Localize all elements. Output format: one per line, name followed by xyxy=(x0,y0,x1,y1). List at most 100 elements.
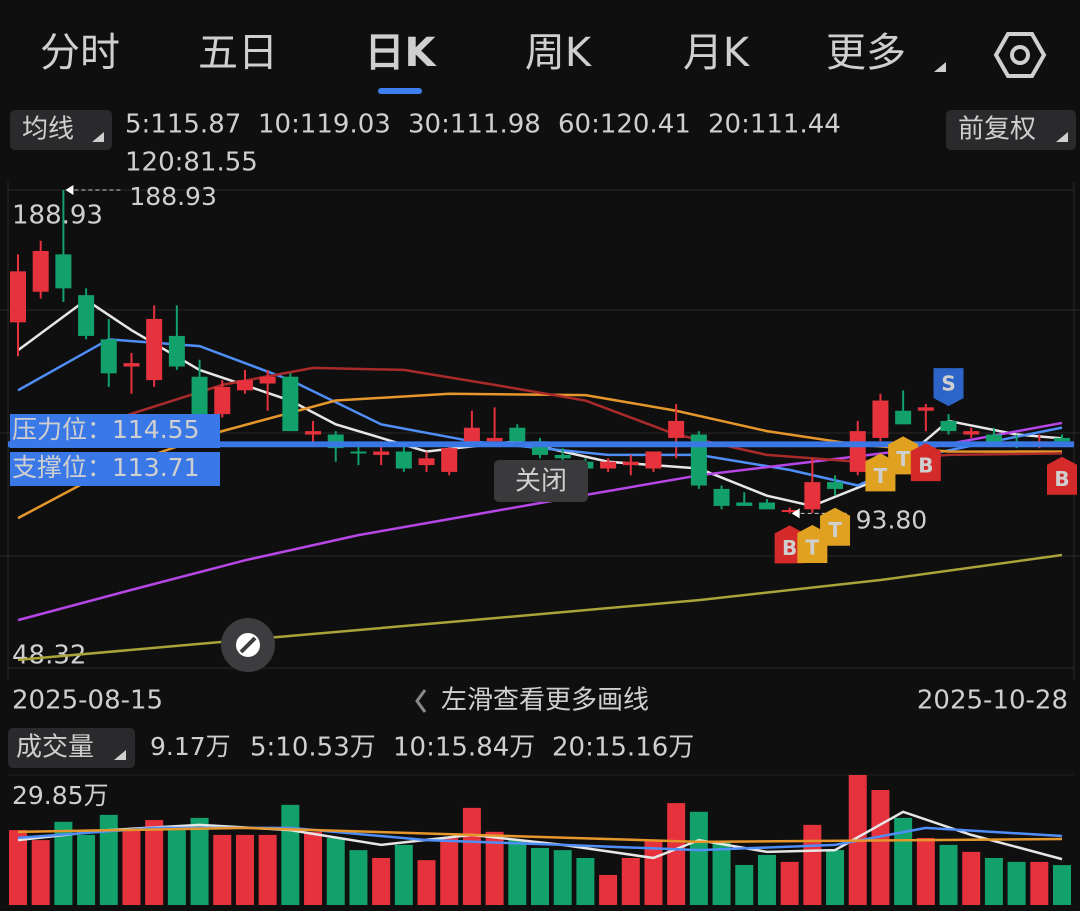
candle-body xyxy=(849,431,866,472)
volume-bar xyxy=(440,837,459,905)
candle-body xyxy=(191,376,208,415)
candle-body xyxy=(350,451,367,454)
candle-body xyxy=(781,509,798,512)
legend-entry: 5:115.87 xyxy=(125,110,241,140)
volume-bar xyxy=(667,803,686,905)
draw-tool-slash xyxy=(239,636,257,654)
tab[interactable]: 月K xyxy=(683,30,751,76)
volume-bar xyxy=(394,844,413,905)
volume-arrow xyxy=(114,750,126,760)
adjust-button[interactable]: 前复权 xyxy=(958,115,1036,145)
candle-body xyxy=(827,482,844,489)
volume-bar xyxy=(757,854,776,905)
volume-bar xyxy=(281,804,300,905)
more-arrow xyxy=(934,62,946,72)
legend-entry: 10:119.03 xyxy=(258,110,391,140)
volume-bar xyxy=(984,857,1003,905)
candle-body xyxy=(940,420,957,432)
legend-entry: 120:81.55 xyxy=(125,148,258,178)
volume-bar xyxy=(9,830,27,905)
draw-tool-button[interactable] xyxy=(221,618,275,672)
close-button-bg[interactable] xyxy=(494,460,588,502)
trade-badge-label: B xyxy=(1054,467,1069,491)
trade-badge-label: B xyxy=(782,536,797,560)
adjust-button-bg[interactable] xyxy=(946,110,1076,150)
trade-badge-label: T xyxy=(874,464,888,488)
volume-bar xyxy=(712,841,731,905)
volume-bar xyxy=(553,850,572,905)
volume-bar xyxy=(145,820,164,905)
volume-bar xyxy=(689,811,708,905)
tab[interactable]: 周K xyxy=(525,30,593,76)
candle-body xyxy=(100,339,117,374)
volume-bar xyxy=(235,834,254,905)
level-label: 支撑位：113.71 xyxy=(12,453,199,482)
ma-line xyxy=(17,421,1063,622)
volume-title[interactable]: 成交量 xyxy=(16,733,94,763)
candle-body xyxy=(146,318,163,381)
volume-bar xyxy=(939,844,958,905)
volume-bar xyxy=(304,831,323,905)
tab[interactable]: 五日 xyxy=(198,30,278,76)
candle-body xyxy=(123,363,140,367)
annotation-arrow xyxy=(791,508,800,519)
trade-badge xyxy=(865,453,896,492)
level-label: 压力位：114.55 xyxy=(12,415,199,444)
trade-badge-label: B xyxy=(918,454,933,478)
candle-body xyxy=(418,458,435,466)
adjust-arrow xyxy=(1056,132,1068,142)
candle-body xyxy=(622,461,639,466)
tab[interactable]: 日K xyxy=(365,30,438,76)
volume-bar xyxy=(1030,861,1049,905)
candle-body xyxy=(10,271,26,323)
candle-body xyxy=(985,434,1002,445)
annotation-arrow xyxy=(65,185,74,195)
volume-bar xyxy=(77,834,96,905)
legend-entry: 10:15.84万 xyxy=(393,733,535,763)
tab-underline xyxy=(378,88,422,94)
volume-bar xyxy=(1053,865,1071,905)
tab-bar: 分时 五日 日K 周K 月K 更多 xyxy=(40,30,906,94)
candle-body xyxy=(963,431,980,435)
legend-entry: 20:15.16万 xyxy=(552,733,694,763)
volume-bar xyxy=(599,874,618,905)
trade-badge xyxy=(820,507,851,546)
tab[interactable]: 分时 xyxy=(40,30,120,76)
y-tick-label: 29.85万 xyxy=(12,781,109,810)
candle-body xyxy=(373,451,390,455)
candle-body xyxy=(236,380,253,391)
candle-body xyxy=(395,451,412,469)
candle-body xyxy=(441,448,458,472)
candle-body xyxy=(668,420,685,438)
volume-bar xyxy=(962,851,981,905)
volume-button-bg[interactable] xyxy=(8,728,135,768)
close-button[interactable]: 关闭 xyxy=(515,467,567,497)
volume-bar xyxy=(1007,861,1026,905)
volume-bar xyxy=(54,821,73,905)
volume-bar xyxy=(780,861,799,905)
volume-bar xyxy=(462,807,481,905)
candle-body xyxy=(917,407,934,411)
trade-badge-label: S xyxy=(941,372,955,396)
candle-body xyxy=(509,427,526,442)
candle-body xyxy=(214,386,231,415)
legend-entry: 5:10.53万 xyxy=(250,733,376,763)
tab[interactable]: 更多 xyxy=(826,30,906,76)
ma-line xyxy=(17,826,1063,844)
settings-icon[interactable] xyxy=(993,32,1047,78)
trade-badge xyxy=(888,436,919,475)
volume-bar xyxy=(99,814,118,905)
volume-bar xyxy=(826,850,845,905)
candle-body xyxy=(690,434,707,486)
volume-bar xyxy=(508,840,527,905)
settings-hex xyxy=(993,32,1047,78)
ma-button[interactable]: 均线 xyxy=(22,115,74,145)
volume-bar xyxy=(31,840,50,905)
trade-badge xyxy=(910,443,941,482)
candle-body xyxy=(78,295,95,336)
legend-entry: 30:111.98 xyxy=(408,110,541,140)
ma-button-bg[interactable] xyxy=(10,110,112,150)
candle-body xyxy=(872,400,889,438)
